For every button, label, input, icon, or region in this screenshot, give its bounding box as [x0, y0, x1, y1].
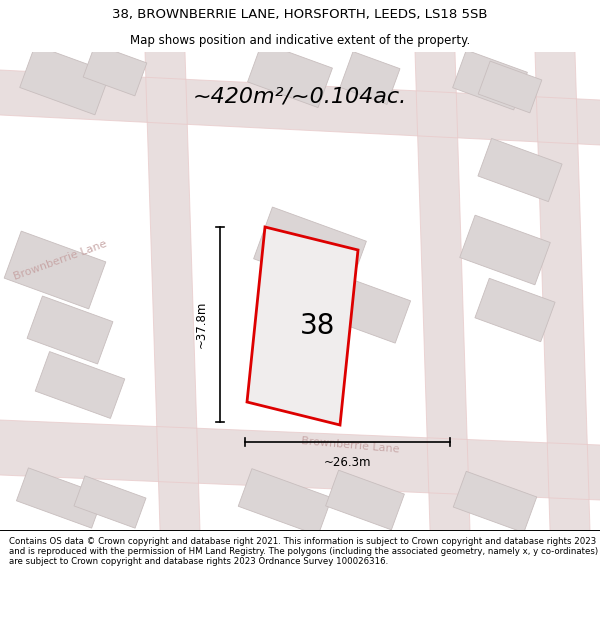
Text: ~420m²/~0.104ac.: ~420m²/~0.104ac. — [193, 87, 407, 107]
Polygon shape — [329, 277, 410, 343]
Polygon shape — [460, 215, 550, 285]
Polygon shape — [340, 52, 400, 104]
Text: ~37.8m: ~37.8m — [195, 301, 208, 348]
Polygon shape — [326, 470, 404, 530]
Polygon shape — [254, 207, 367, 293]
Polygon shape — [453, 471, 537, 532]
Polygon shape — [16, 468, 104, 528]
Polygon shape — [247, 227, 358, 425]
Polygon shape — [20, 45, 110, 115]
Text: Brownberrie Lane: Brownberrie Lane — [12, 239, 108, 281]
Polygon shape — [415, 52, 470, 530]
Text: 38: 38 — [300, 312, 335, 340]
Text: ~26.3m: ~26.3m — [324, 456, 371, 469]
Text: 38, BROWNBERRIE LANE, HORSFORTH, LEEDS, LS18 5SB: 38, BROWNBERRIE LANE, HORSFORTH, LEEDS, … — [112, 8, 488, 21]
Polygon shape — [535, 52, 590, 530]
Polygon shape — [4, 231, 106, 309]
Polygon shape — [145, 52, 200, 530]
Text: Contains OS data © Crown copyright and database right 2021. This information is : Contains OS data © Crown copyright and d… — [9, 537, 598, 566]
Polygon shape — [0, 420, 600, 500]
Text: Map shows position and indicative extent of the property.: Map shows position and indicative extent… — [130, 34, 470, 47]
Polygon shape — [248, 42, 332, 107]
Polygon shape — [35, 352, 125, 418]
Polygon shape — [478, 138, 562, 202]
Polygon shape — [475, 278, 555, 342]
Polygon shape — [452, 50, 527, 110]
Polygon shape — [478, 61, 542, 113]
Polygon shape — [0, 70, 600, 145]
Polygon shape — [238, 469, 332, 536]
Text: Brownberrie Lane: Brownberrie Lane — [301, 436, 400, 454]
Polygon shape — [83, 44, 147, 96]
Polygon shape — [74, 476, 146, 528]
Polygon shape — [27, 296, 113, 364]
